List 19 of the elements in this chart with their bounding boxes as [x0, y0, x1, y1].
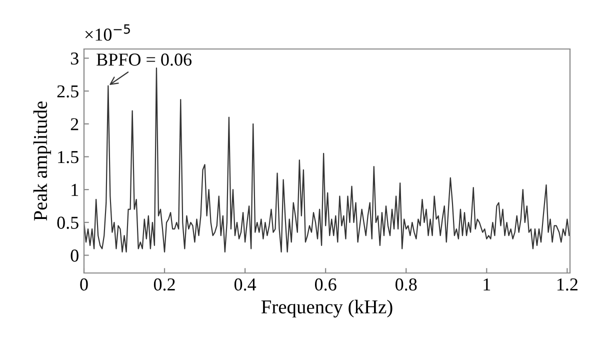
x-tick-label: 0.4 [234, 278, 256, 291]
x-tick-label: 0.6 [314, 278, 336, 291]
y-tick-label: 0 [70, 250, 78, 262]
x-tick-label: 1.2 [557, 278, 578, 291]
x-tick-label: 0.8 [396, 278, 417, 291]
y-tick-label: 3 [70, 52, 78, 65]
x-tick-label: 1 [484, 278, 490, 290]
x-tick-label: 0.2 [154, 278, 175, 291]
y-tick-label: 2.5 [57, 85, 78, 98]
text: ×10$^{−5}$ [85, 24, 130, 41]
y-tick-label: 1 [72, 184, 78, 196]
x-tick-label: 0 [80, 278, 88, 291]
y-tick-label: 2 [70, 118, 78, 130]
x-axis-title: Frequency (kHz) [261, 300, 392, 318]
annotation: BPFO = 0.06 [96, 54, 192, 66]
y-tick-label: 0.5 [57, 216, 78, 229]
y-axis-title: Peak amplitude [33, 101, 52, 221]
y-tick-label: 1.5 [58, 151, 78, 164]
line-series [84, 67, 570, 253]
